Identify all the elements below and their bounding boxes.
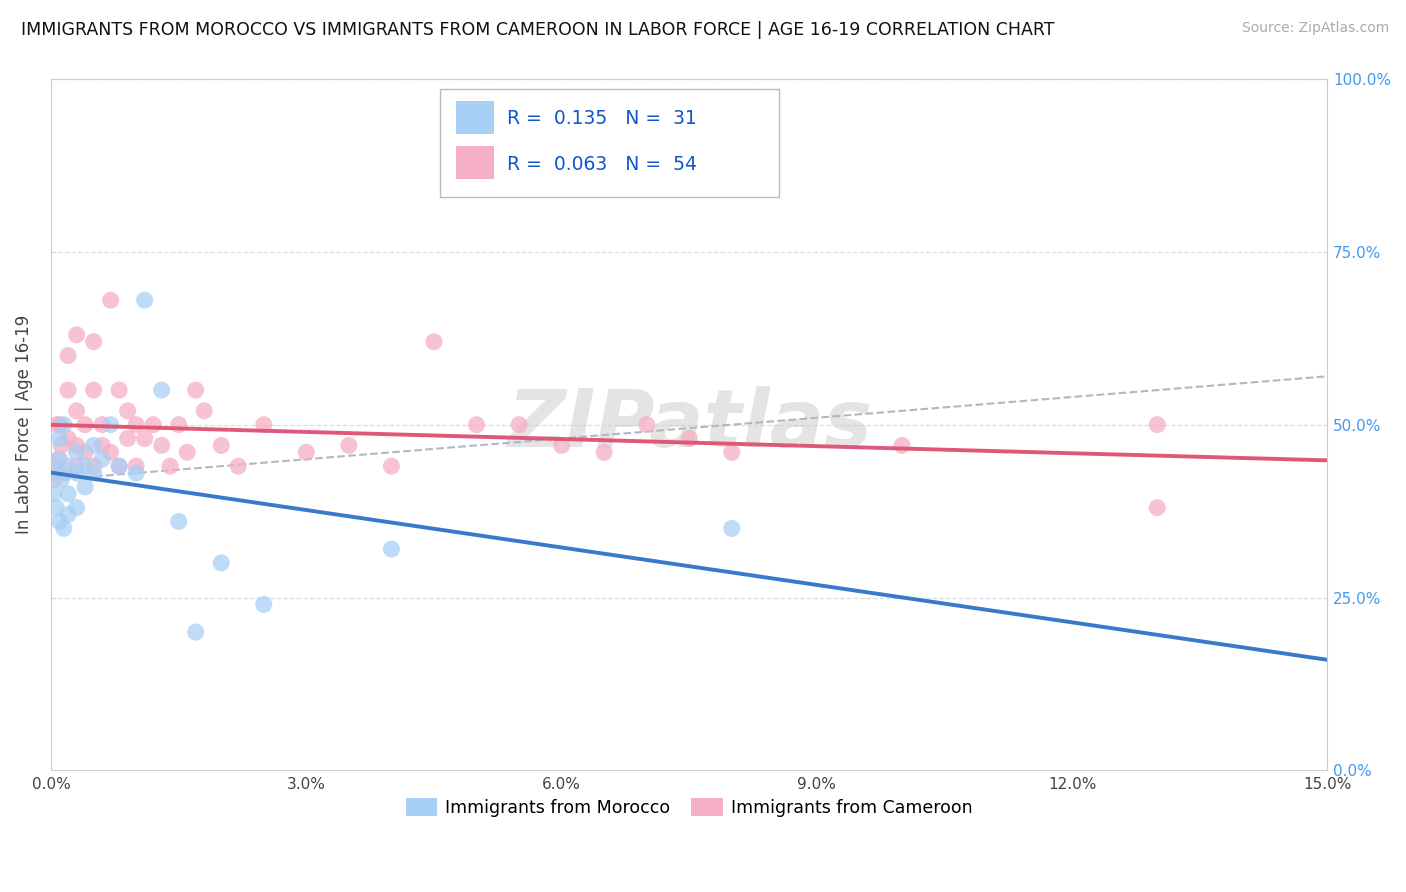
Point: [65, 459, 87, 474]
Point: [117, 432, 139, 446]
Point: [678, 432, 700, 446]
Point: [75, 417, 97, 432]
Point: [83, 466, 105, 480]
Point: [150, 438, 173, 452]
Point: [108, 459, 131, 474]
Point: [65, 466, 87, 480]
Point: [891, 438, 914, 452]
Text: R =  0.135   N =  31: R = 0.135 N = 31: [506, 109, 696, 128]
Point: [380, 459, 402, 474]
Point: [83, 383, 105, 397]
Point: [337, 438, 360, 452]
Bar: [456, 146, 494, 179]
Point: [184, 625, 207, 640]
Point: [46, 417, 69, 432]
Point: [48, 417, 70, 432]
Point: [100, 293, 122, 308]
Point: [56, 432, 79, 446]
Point: [550, 438, 572, 452]
Point: [65, 500, 87, 515]
Point: [720, 445, 742, 459]
Legend: Immigrants from Morocco, Immigrants from Cameroon: Immigrants from Morocco, Immigrants from…: [398, 791, 980, 824]
Point: [75, 480, 97, 494]
Point: [1146, 417, 1168, 432]
Text: Source: ZipAtlas.com: Source: ZipAtlas.com: [1241, 21, 1389, 36]
Point: [91, 417, 114, 432]
Point: [150, 383, 173, 397]
Point: [108, 383, 131, 397]
Text: IMMIGRANTS FROM MOROCCO VS IMMIGRANTS FROM CAMEROON IN LABOR FORCE | AGE 16-19 C: IMMIGRANTS FROM MOROCCO VS IMMIGRANTS FR…: [21, 21, 1054, 39]
Text: ZIPatlas: ZIPatlas: [506, 385, 872, 464]
Point: [44, 466, 66, 480]
Point: [51, 473, 73, 487]
Point: [42, 487, 65, 501]
Point: [56, 459, 79, 474]
Point: [167, 417, 190, 432]
Point: [91, 438, 114, 452]
Point: [51, 438, 73, 452]
Point: [83, 334, 105, 349]
Point: [52, 417, 75, 432]
Point: [65, 438, 87, 452]
Point: [226, 459, 249, 474]
Point: [295, 445, 318, 459]
Y-axis label: In Labor Force | Age 16-19: In Labor Force | Age 16-19: [15, 315, 32, 534]
Bar: [456, 101, 494, 135]
Point: [83, 459, 105, 474]
Point: [167, 515, 190, 529]
Point: [91, 452, 114, 467]
FancyBboxPatch shape: [440, 89, 779, 196]
Point: [83, 438, 105, 452]
Point: [65, 404, 87, 418]
Point: [56, 487, 79, 501]
Point: [56, 349, 79, 363]
Point: [100, 445, 122, 459]
Point: [134, 293, 156, 308]
Point: [593, 445, 616, 459]
Point: [108, 459, 131, 474]
Point: [253, 417, 276, 432]
Point: [125, 459, 148, 474]
Point: [380, 542, 402, 557]
Point: [184, 383, 207, 397]
Point: [65, 327, 87, 342]
Point: [52, 466, 75, 480]
Point: [125, 466, 148, 480]
Point: [720, 521, 742, 535]
Point: [46, 452, 69, 467]
Point: [44, 459, 66, 474]
Point: [423, 334, 446, 349]
Point: [100, 417, 122, 432]
Point: [1146, 500, 1168, 515]
Point: [508, 417, 530, 432]
Point: [253, 598, 276, 612]
Point: [125, 417, 148, 432]
Point: [52, 521, 75, 535]
Point: [48, 432, 70, 446]
Point: [636, 417, 658, 432]
Point: [75, 445, 97, 459]
Point: [134, 432, 156, 446]
Point: [56, 508, 79, 522]
Point: [48, 515, 70, 529]
Point: [142, 417, 165, 432]
Point: [45, 500, 67, 515]
Point: [65, 445, 87, 459]
Point: [42, 473, 65, 487]
Point: [159, 459, 181, 474]
Point: [209, 438, 232, 452]
Point: [56, 383, 79, 397]
Point: [193, 404, 215, 418]
Text: R =  0.063   N =  54: R = 0.063 N = 54: [506, 154, 697, 174]
Point: [176, 445, 198, 459]
Point: [209, 556, 232, 570]
Point: [117, 404, 139, 418]
Point: [75, 459, 97, 474]
Point: [48, 452, 70, 467]
Point: [465, 417, 488, 432]
